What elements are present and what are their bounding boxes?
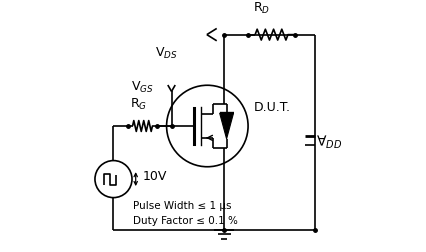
Text: V$_{GS}$: V$_{GS}$	[131, 80, 153, 95]
Text: R$_G$: R$_G$	[130, 97, 147, 112]
Text: D.U.T.: D.U.T.	[253, 101, 291, 114]
Text: Pulse Width ≤ 1 μs: Pulse Width ≤ 1 μs	[133, 201, 231, 211]
Polygon shape	[219, 113, 233, 139]
Text: 10V: 10V	[143, 170, 167, 183]
Text: R$_D$: R$_D$	[253, 1, 270, 16]
Text: V$_{DS}$: V$_{DS}$	[155, 46, 177, 61]
Text: $\forall_{DD}$: $\forall_{DD}$	[315, 133, 341, 151]
Text: Duty Factor ≤ 0.1 %: Duty Factor ≤ 0.1 %	[133, 216, 238, 226]
